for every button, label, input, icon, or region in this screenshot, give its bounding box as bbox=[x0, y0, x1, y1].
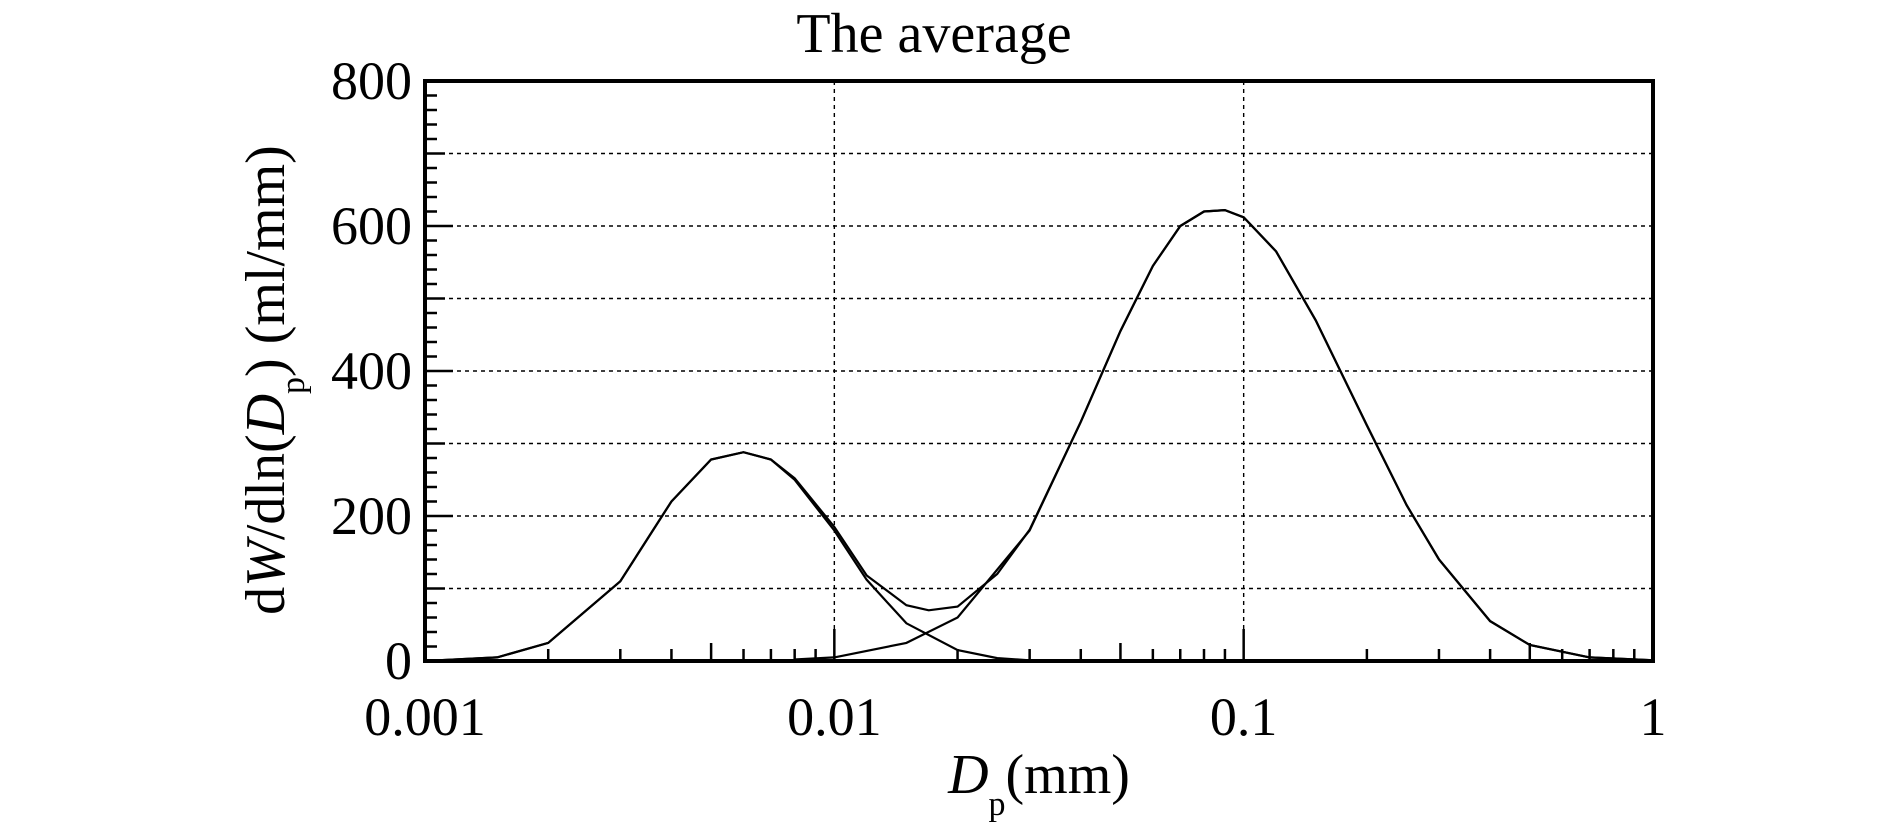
y-tick-label: 800 bbox=[331, 51, 412, 111]
x-axis-label-main: D bbox=[947, 744, 988, 806]
series-line-3 bbox=[424, 208, 1654, 663]
x-axis-label-unit: (mm) bbox=[1006, 744, 1130, 806]
x-axis-label: Dp(mm) bbox=[947, 744, 1130, 823]
y-tick-label: 0 bbox=[385, 631, 412, 691]
y-axis-label-sub: p bbox=[275, 377, 312, 394]
y-tick-label: 400 bbox=[331, 341, 412, 401]
y-axis-label: dW/dln(Dp) (ml/mm) bbox=[235, 145, 312, 615]
y-axis-label-prefix: d bbox=[235, 587, 297, 615]
x-tick-label: 0.001 bbox=[364, 687, 486, 747]
x-tick-label: 1 bbox=[1640, 687, 1667, 747]
y-axis-label-suffix: ) (ml/mm) bbox=[235, 145, 297, 377]
y-axis-label-var2: D bbox=[235, 394, 297, 435]
series-line-1 bbox=[424, 451, 1081, 663]
y-tick-labels: 0 200 400 600 800 bbox=[331, 51, 412, 691]
x-tick-labels: 0.001 0.01 0.1 1 bbox=[364, 687, 1666, 747]
y-tick-label: 600 bbox=[331, 196, 412, 256]
grid-lines bbox=[425, 81, 1653, 661]
x-axis-label-sub: p bbox=[989, 786, 1006, 823]
series-line-2 bbox=[794, 208, 1654, 662]
y-axis-label-var: W bbox=[235, 536, 297, 587]
plot-frame bbox=[423, 79, 1655, 663]
y-tick-label: 200 bbox=[331, 486, 412, 546]
y-axis-label-mid: /dln( bbox=[235, 434, 297, 540]
chart-title: The average bbox=[796, 3, 1071, 65]
x-tick-label: 0.01 bbox=[787, 687, 882, 747]
series-layer bbox=[424, 208, 1654, 663]
x-tick-label: 0.1 bbox=[1210, 687, 1278, 747]
